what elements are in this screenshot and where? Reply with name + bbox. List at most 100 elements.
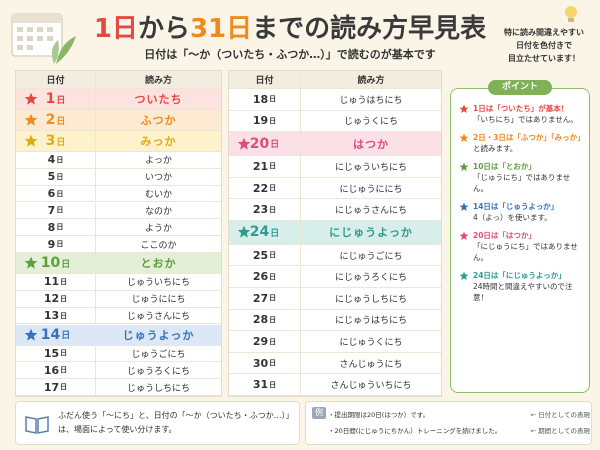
table-row: 31 日 さんじゅういちにち — [229, 374, 441, 396]
point-item: 14日は「じゅうよっか」 4（よっ）を使います。 — [457, 201, 583, 223]
table-row: 23 日 にじゅうさんにち — [229, 199, 441, 221]
day-number: 17 — [43, 380, 60, 394]
star-icon — [24, 134, 38, 147]
day-number: 11 — [43, 275, 60, 289]
reading: じゅうくにち — [343, 117, 398, 128]
star-icon — [24, 92, 38, 105]
day-unit: 日 — [269, 380, 277, 389]
day-unit: 日 — [56, 116, 66, 127]
day-number: 27 — [252, 291, 269, 305]
star-icon — [24, 256, 38, 269]
day-unit: 日 — [269, 272, 277, 281]
lightbulb-icon — [565, 6, 577, 22]
note-line: 目立たせています！ — [508, 54, 580, 63]
point-lead: 1日は「ついたち」が基本！ — [473, 104, 569, 113]
day-unit: 日 — [60, 277, 68, 286]
point-lead: 20日は「はつか」 — [473, 231, 536, 240]
day-number: 9 — [47, 237, 56, 251]
point-item: 20日は「はつか」 「にじゅうにち」ではありません。 — [457, 230, 583, 263]
table-row: 2 日 ふつか — [16, 110, 221, 131]
day-number: 8 — [47, 220, 56, 234]
day-number: 5 — [47, 170, 56, 184]
table-header: 日付 読み方 — [229, 71, 441, 89]
subtitle: 日付は「〜か（ついたち・ふつか…）」で読むのが基本です — [144, 48, 436, 61]
table-row: 11 日 じゅういちにち — [16, 274, 221, 291]
reading: いつか — [144, 173, 172, 184]
note-line: 日付を色付きで — [516, 41, 572, 50]
day-cell: 31 日 — [229, 374, 301, 395]
day-unit: 日 — [270, 228, 280, 239]
reading: ついたち — [134, 93, 183, 106]
reading: みっか — [140, 135, 177, 148]
day-number: 7 — [47, 203, 56, 217]
reading: にじゅうろくにち — [334, 273, 407, 284]
example-line: ・20日間(にじゅうにちかん）トレーニングを続けました。 ← 期間としての表現 — [328, 423, 590, 439]
day-cell: 29 日 — [229, 331, 301, 352]
point-body: 「いちにち」ではありません。 — [473, 115, 578, 124]
day-unit: 日 — [56, 95, 66, 106]
day-number: 12 — [43, 292, 60, 306]
reading: さんじゅういちにち — [330, 381, 412, 392]
table-row: 6 日 むいか — [16, 185, 221, 203]
day-number: 15 — [43, 346, 60, 360]
point-body: 4（よっ）を使います。 — [473, 213, 552, 222]
day-number: 26 — [252, 270, 269, 284]
table-row: 19 日 じゅうくにち — [229, 110, 441, 133]
day-cell: 10 日 — [16, 253, 96, 273]
star-icon — [24, 113, 38, 126]
day-number: 10 — [40, 255, 61, 271]
star-icon — [459, 162, 469, 171]
day-number: 20 — [249, 135, 270, 152]
header-cell: 読み方 — [357, 76, 385, 86]
day-unit: 日 — [269, 162, 277, 171]
reading: にじゅうよっか — [329, 226, 413, 240]
point-lead: 2日・3日は「ふつか」「みっか」 — [473, 133, 585, 142]
table-row: 20 日 はつか — [229, 132, 441, 157]
reading: じゅうににち — [131, 295, 186, 306]
reading: よっか — [145, 156, 172, 167]
day-number: 6 — [47, 187, 56, 201]
day-unit: 日 — [56, 155, 64, 164]
star-icon — [459, 104, 469, 113]
header-cell: 日付 — [229, 71, 301, 88]
day-number: 3 — [45, 133, 56, 149]
reading: なのか — [144, 206, 172, 217]
day-number: 4 — [47, 153, 56, 167]
table-row: 16 日 じゅうろくにち — [16, 362, 221, 380]
table-row: 8 日 ようか — [16, 219, 221, 237]
day-number: 22 — [252, 181, 269, 195]
title-part: から — [137, 14, 190, 44]
star-icon — [459, 231, 469, 240]
day-cell: 11 日 — [16, 274, 96, 290]
point-body: と読みます。 — [473, 144, 518, 153]
day-unit: 日 — [269, 95, 277, 104]
reading: じゅうろくにち — [126, 366, 190, 377]
day-unit: 日 — [56, 206, 64, 215]
point-body: 24時間と間違えやすいので注意！ — [473, 282, 573, 302]
day-unit: 日 — [269, 205, 277, 214]
day-number: 19 — [252, 114, 269, 128]
table-row: 29 日 にじゅうくにち — [229, 331, 441, 353]
table-row: 26 日 にじゅうろくにち — [229, 266, 441, 289]
day-cell: 15 日 — [16, 345, 96, 362]
header-cell: 日付 — [16, 71, 96, 88]
day-number: 13 — [43, 309, 60, 323]
title: 1日から31日までの読み方早見表 — [80, 8, 500, 45]
day-unit: 日 — [269, 251, 277, 260]
day-number: 28 — [252, 313, 269, 327]
example-line: ・提出期限は20日(はつか）です。 ← 日付としての表現 — [328, 407, 590, 423]
example-text: ・20日間(にじゅうにちかん）トレーニングを続けました。 — [328, 427, 502, 435]
day-unit: 日 — [60, 294, 68, 303]
day-unit: 日 — [56, 137, 66, 148]
table: 日付 読み方 1 日ついたち 2 日ふつか 3 日みっか 4 日よっか 5 日いつか 6 日むいか 7 日なの… — [15, 70, 222, 397]
star-icon — [459, 271, 469, 280]
reading: ここのか — [140, 240, 177, 251]
reading: にじゅうににち — [339, 184, 403, 195]
footer-note-box: ふだん使う「〜にち」と、日付の「〜か（ついたち・ふつか…）」は、場面によって使い… — [15, 401, 300, 445]
reading: とおか — [140, 257, 177, 270]
